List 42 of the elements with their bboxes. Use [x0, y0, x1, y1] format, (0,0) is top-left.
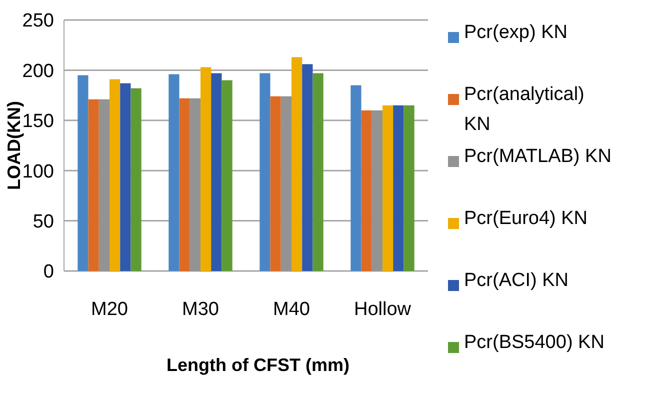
bar — [88, 99, 99, 271]
bar — [190, 98, 200, 271]
y-tick-label: 50 — [32, 211, 54, 232]
bar — [222, 80, 232, 271]
bar — [404, 105, 414, 271]
y-tick-label: 200 — [22, 60, 54, 82]
bar — [372, 110, 382, 271]
legend-label: Pcr(ACI) KN — [464, 270, 568, 291]
legend-label: Pcr(exp) KN — [464, 22, 568, 43]
bar — [98, 99, 110, 271]
bar — [312, 73, 324, 271]
bar — [292, 57, 302, 271]
y-tick-label: 250 — [22, 10, 54, 32]
bar — [211, 73, 222, 271]
y-axis-title: LOAD(KN) — [4, 101, 24, 190]
x-tick-label: M20 — [91, 299, 128, 320]
bar — [179, 98, 190, 271]
x-tick-label: M30 — [182, 299, 219, 320]
y-tick-label: 150 — [22, 111, 54, 132]
bar — [361, 110, 372, 271]
bar — [168, 74, 180, 271]
legend-label: Pcr(analytical) KN — [464, 84, 584, 135]
bar — [270, 96, 281, 271]
bar — [130, 88, 142, 271]
y-tick-label: 100 — [22, 161, 54, 182]
x-axis-title: Length of CFST (mm) — [166, 355, 350, 375]
legend-label: Pcr(Euro4) KN — [464, 208, 588, 229]
bar — [350, 85, 362, 271]
bar — [280, 96, 292, 271]
y-tick-label: 0 — [43, 262, 54, 283]
bar — [200, 67, 212, 271]
legend-label: Pcr(BS5400) KN — [464, 332, 604, 353]
bar — [393, 105, 404, 271]
x-tick-label: M40 — [273, 299, 310, 320]
bar — [302, 64, 313, 271]
x-tick-label: Hollow — [354, 299, 412, 320]
legend-label: Pcr(MATLAB) KN — [464, 146, 612, 167]
bar — [110, 79, 120, 271]
bar — [78, 75, 88, 271]
bar — [382, 105, 394, 271]
bar — [260, 73, 270, 271]
bar — [120, 83, 131, 271]
